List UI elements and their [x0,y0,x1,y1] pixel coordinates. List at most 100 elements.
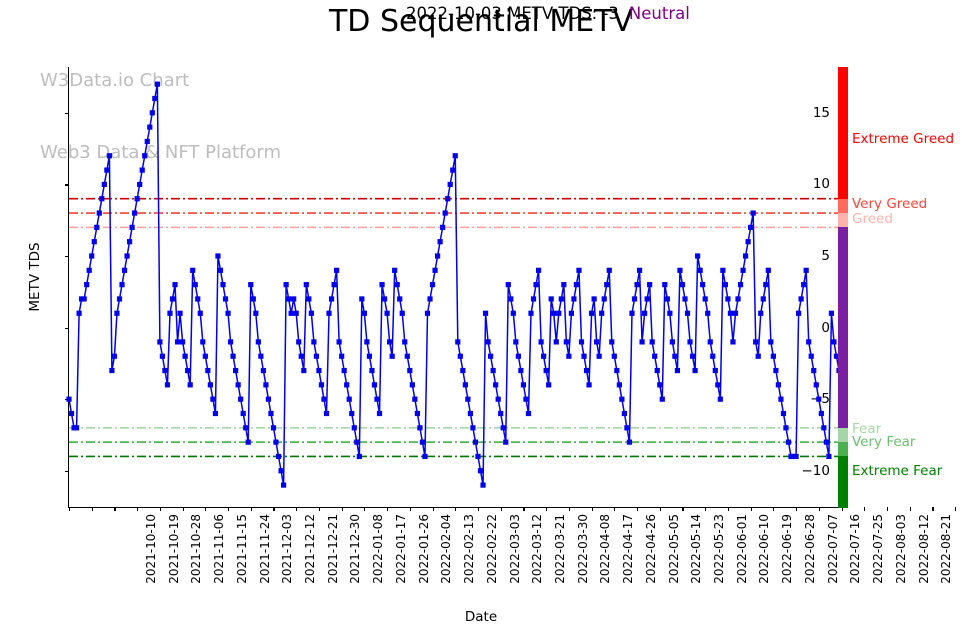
series-marker [735,296,741,302]
series-marker [298,353,304,359]
series-marker [109,367,115,374]
series-marker [636,267,643,273]
series-marker [147,124,153,130]
series-marker [384,310,390,316]
y-tick-label: 10 [812,176,830,193]
series-marker [778,396,784,402]
series-marker [722,282,728,288]
series-marker [742,253,749,259]
x-tick-mark [705,507,707,511]
series-marker [763,282,769,288]
series-marker [445,196,451,202]
x-tick-label: 2022-08-21 [938,514,953,584]
series-marker [379,282,385,288]
series-marker [647,282,653,288]
series-marker [490,367,496,374]
series-marker [523,396,529,402]
series-marker [780,410,787,417]
series-marker [427,296,433,302]
series-marker [753,339,759,345]
x-tick-label: 2022-03-03 [507,514,522,584]
series-marker [263,382,269,388]
series-marker [581,353,587,359]
series-marker [255,339,261,345]
colorbar-segment [838,456,848,508]
series-marker [137,181,143,188]
series-marker [599,310,605,316]
x-tick-label: 2021-10-19 [166,514,181,584]
series-marker [505,282,511,288]
series-marker [503,439,509,445]
y-tick-mark [65,112,69,114]
series-marker [361,310,367,316]
series-marker [750,210,756,216]
series-marker [66,396,72,402]
series-marker [233,367,239,374]
series-marker [215,253,221,259]
series-marker [341,367,347,374]
series-marker [167,310,173,316]
series-marker [313,353,320,359]
series-marker [164,382,171,388]
series-marker [159,353,166,359]
series-marker [149,110,155,116]
series-marker [346,396,352,402]
series-marker [450,167,456,173]
series-marker [195,296,201,302]
series-marker [702,296,708,302]
series-marker [568,310,574,316]
x-tick-mark [500,507,502,511]
zone-label: Greed [852,210,893,227]
series-marker [720,267,726,273]
x-tick-label: 2022-02-13 [461,514,476,584]
series-marker [672,353,678,359]
series-marker [303,282,309,288]
x-tick-mark [796,507,798,511]
series-marker [674,367,681,374]
series-marker [414,410,420,417]
x-tick-label: 2022-05-23 [711,514,726,584]
x-tick-mark [682,507,684,511]
x-tick-label: 2021-10-28 [189,514,204,584]
series-marker [227,339,234,345]
series-marker [455,339,461,345]
series-marker [657,382,663,388]
series-marker [783,425,789,431]
colorbar-segment [838,198,848,214]
series-marker [462,382,468,388]
series-marker [359,296,365,302]
series-marker [142,153,148,159]
series-marker [387,339,393,345]
series-marker [528,310,534,316]
series-marker [816,396,822,402]
series-marker [404,353,410,359]
series-marker [356,453,362,460]
series-marker [407,367,413,374]
x-tick-mark [273,507,275,511]
series-marker [460,367,466,374]
series-marker [692,367,698,374]
x-tick-label: 2022-01-26 [416,514,431,584]
x-tick-label: 2022-04-17 [620,514,635,584]
x-tick-mark [659,507,661,511]
series-marker [609,339,615,345]
series-marker [437,239,443,245]
series-marker [576,267,582,273]
series-marker [717,396,723,402]
x-tick-mark [841,507,843,511]
series-marker [654,367,660,374]
series-marker [422,453,428,460]
series-marker [700,282,706,288]
x-tick-label: 2022-03-21 [552,514,567,584]
series-marker [801,282,807,288]
series-marker [440,224,446,230]
series-marker [626,439,633,445]
series-marker [301,367,307,374]
y-tick-label: 0 [821,319,830,336]
series-marker [394,282,400,288]
series-marker [578,339,585,345]
zone-label: Fear [852,421,882,438]
series-marker [495,396,501,402]
series-marker [397,296,403,302]
